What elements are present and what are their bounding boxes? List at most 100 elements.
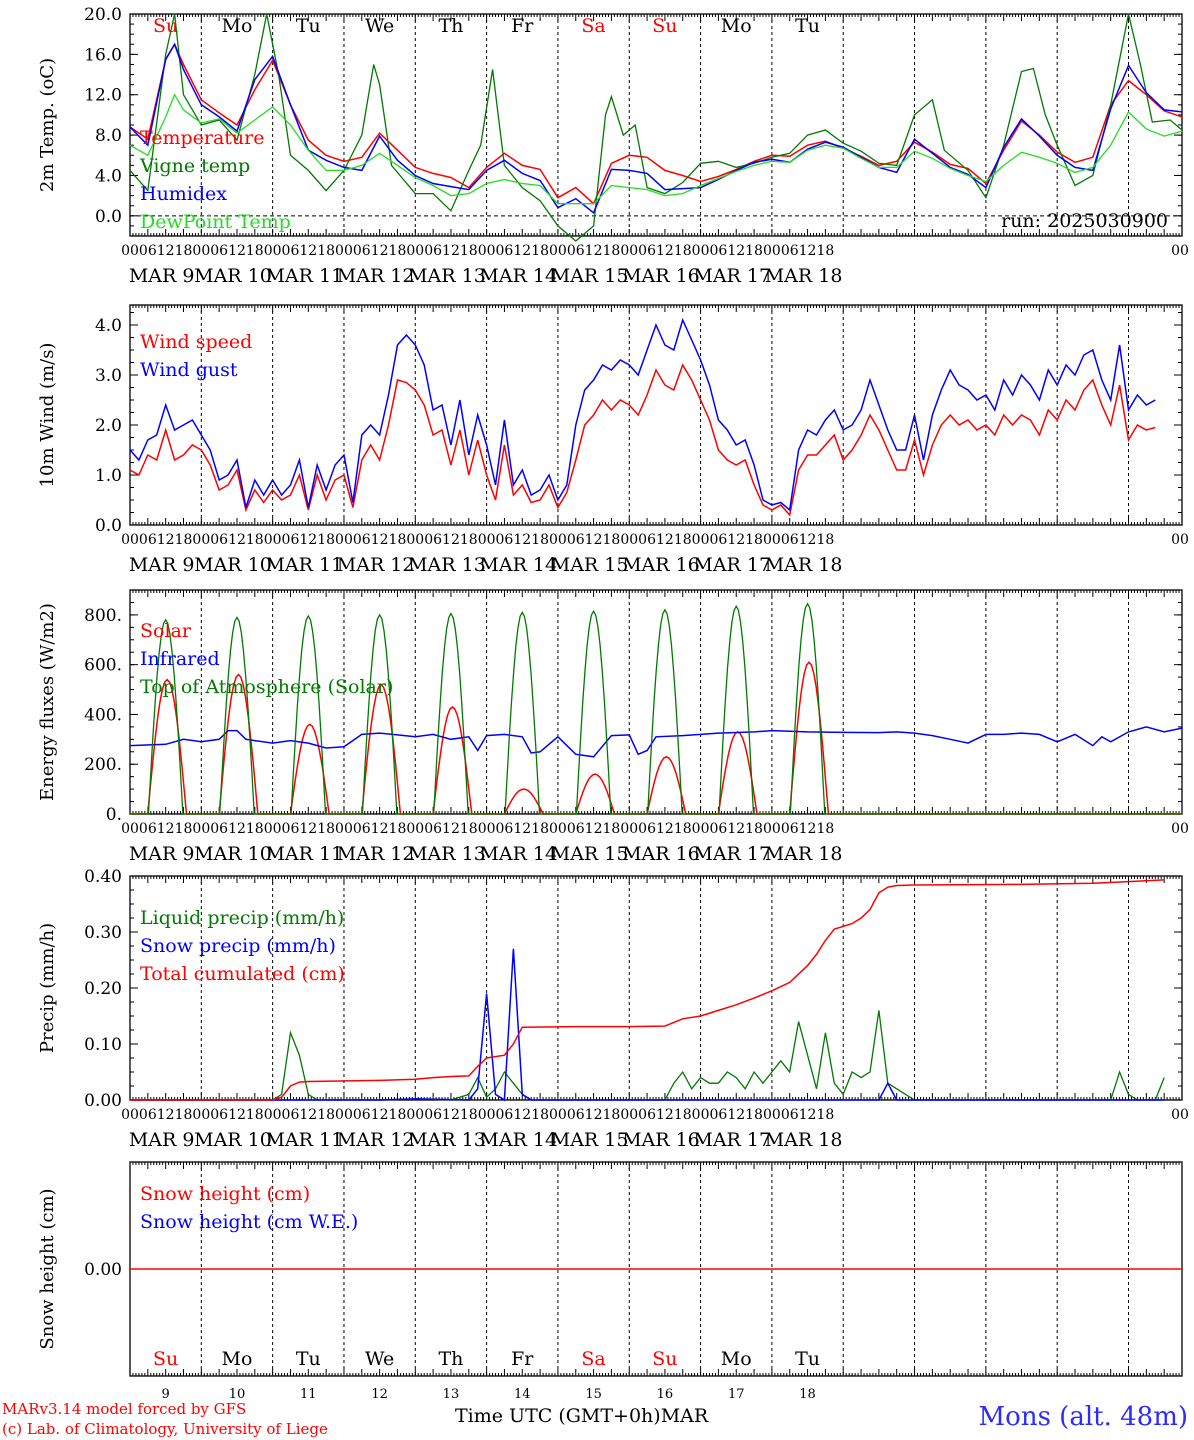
hour-tick-label: 12 xyxy=(299,821,317,837)
time-axis-month: MAR xyxy=(660,1405,709,1427)
legend-entry: Snow precip (mm/h) xyxy=(140,935,336,957)
hour-tick-label: 00 xyxy=(478,243,496,259)
day-number-label: 17 xyxy=(728,1387,745,1402)
hour-tick-label: 18 xyxy=(317,1107,335,1123)
hour-tick-label: 12 xyxy=(299,532,317,548)
date-label: MAR 18 xyxy=(765,265,843,287)
hour-tick-label: 00 xyxy=(692,243,710,259)
weekday-label: Sa xyxy=(581,1348,605,1370)
hour-tick-label: 00 xyxy=(264,821,282,837)
date-label: MAR 11 xyxy=(265,843,343,865)
hour-tick-label: 12 xyxy=(157,1107,175,1123)
date-label: MAR 10 xyxy=(194,843,272,865)
hour-tick-label: 12 xyxy=(299,1107,317,1123)
hour-tick-label: 18 xyxy=(246,821,264,837)
hour-tick-label: 18 xyxy=(531,1107,549,1123)
series-line xyxy=(130,879,1165,1101)
hour-tick-label: 18 xyxy=(460,1107,478,1123)
series-line xyxy=(130,1010,1165,1101)
weekday-label: Mo xyxy=(222,15,253,37)
hour-tick-label: 12 xyxy=(371,1107,389,1123)
hour-tick-label: 12 xyxy=(442,1107,460,1123)
hour-tick-label: 06 xyxy=(282,532,300,548)
hour-tick-label: 18 xyxy=(175,243,193,259)
legend-entry: Total cumulated (cm) xyxy=(140,963,345,985)
panel-frame xyxy=(129,13,1183,237)
hour-tick-label: 12 xyxy=(727,243,745,259)
date-label: MAR 15 xyxy=(551,843,629,865)
y-tick-label: 3.0 xyxy=(95,366,122,386)
hour-tick-label: 00 xyxy=(264,1107,282,1123)
hour-tick-label: 18 xyxy=(603,1107,621,1123)
hour-tick-label: 00 xyxy=(406,243,424,259)
hour-tick-label: 18 xyxy=(389,243,407,259)
y-tick-label: 12.0 xyxy=(84,86,122,106)
date-label: MAR 17 xyxy=(693,1129,771,1151)
hour-tick-label: 12 xyxy=(371,821,389,837)
hour-tick-label: 12 xyxy=(585,1107,603,1123)
date-label: MAR 17 xyxy=(693,843,771,865)
hour-tick-label: 06 xyxy=(496,532,514,548)
date-label: MAR 16 xyxy=(622,843,700,865)
day-number-label: 12 xyxy=(371,1387,388,1402)
hour-tick-label: 06 xyxy=(567,821,585,837)
hour-tick-label: 12 xyxy=(157,821,175,837)
hour-tick-label: 12 xyxy=(228,821,246,837)
hour-tick-label: 00 xyxy=(335,821,353,837)
weekday-label: Su xyxy=(153,1348,178,1370)
hour-tick-label: 12 xyxy=(585,532,603,548)
y-tick-label: 1.0 xyxy=(95,466,122,486)
weekday-label: Tu xyxy=(296,15,321,37)
hour-tick-label: 06 xyxy=(638,243,656,259)
date-label: MAR 15 xyxy=(551,1129,629,1151)
hour-tick-label: 06 xyxy=(282,1107,300,1123)
hour-tick-label: 12 xyxy=(585,821,603,837)
hour-tick-label: 00 xyxy=(763,243,781,259)
hour-tick-label: 06 xyxy=(210,243,228,259)
panel-4 xyxy=(129,875,1183,1102)
hour-tick-label: 12 xyxy=(513,243,531,259)
date-label: MAR 16 xyxy=(622,554,700,576)
hour-tick-label: 12 xyxy=(799,243,817,259)
hour-tick-label: 18 xyxy=(317,243,335,259)
hour-tick-label: 06 xyxy=(282,243,300,259)
date-label: MAR 12 xyxy=(337,843,415,865)
hour-tick-label: 00 xyxy=(192,1107,210,1123)
weekday-label: Mo xyxy=(721,1348,752,1370)
hour-tick-label: 00 xyxy=(478,821,496,837)
y-tick-label: 0.00 xyxy=(84,1091,122,1111)
model-credit: MARv3.14 model forced by GFS xyxy=(2,1400,247,1418)
hour-tick-label: 06 xyxy=(139,821,157,837)
hour-tick-label: 00 xyxy=(406,821,424,837)
hour-tick-label: 00 xyxy=(478,532,496,548)
series-line xyxy=(129,363,1156,517)
date-label: MAR 15 xyxy=(551,554,629,576)
y-tick-label: 0.20 xyxy=(84,979,122,999)
weekday-label: We xyxy=(365,1348,394,1370)
date-label: MAR 16 xyxy=(622,265,700,287)
hour-tick-label: 18 xyxy=(246,532,264,548)
day-number-label: 14 xyxy=(514,1387,531,1402)
hour-tick-label: 00 xyxy=(335,532,353,548)
series-line xyxy=(129,93,1183,205)
hour-tick-label: 12 xyxy=(442,821,460,837)
hour-tick-label: 18 xyxy=(674,1107,692,1123)
hour-tick-label: 18 xyxy=(745,821,763,837)
hour-tick-label: 00 xyxy=(549,243,567,259)
y-axis-label: Snow height (cm) xyxy=(37,1188,58,1349)
hour-tick-label: 18 xyxy=(175,1107,193,1123)
date-label: MAR 10 xyxy=(194,554,272,576)
hour-tick-label: 00 xyxy=(1171,1107,1189,1123)
hour-tick-label: 18 xyxy=(389,821,407,837)
hour-tick-label: 12 xyxy=(656,532,674,548)
hour-tick-label: 06 xyxy=(496,1107,514,1123)
hour-tick-label: 00 xyxy=(335,1107,353,1123)
hour-tick-label: 18 xyxy=(816,532,834,548)
hour-tick-label: 00 xyxy=(121,821,139,837)
hour-tick-label: 06 xyxy=(781,1107,799,1123)
legend-entry: DewPoint Temp xyxy=(140,211,291,233)
series-line xyxy=(129,317,1156,512)
lab-credit: (c) Lab. of Climatology, University of L… xyxy=(2,1420,328,1438)
hour-tick-label: 18 xyxy=(816,1107,834,1123)
